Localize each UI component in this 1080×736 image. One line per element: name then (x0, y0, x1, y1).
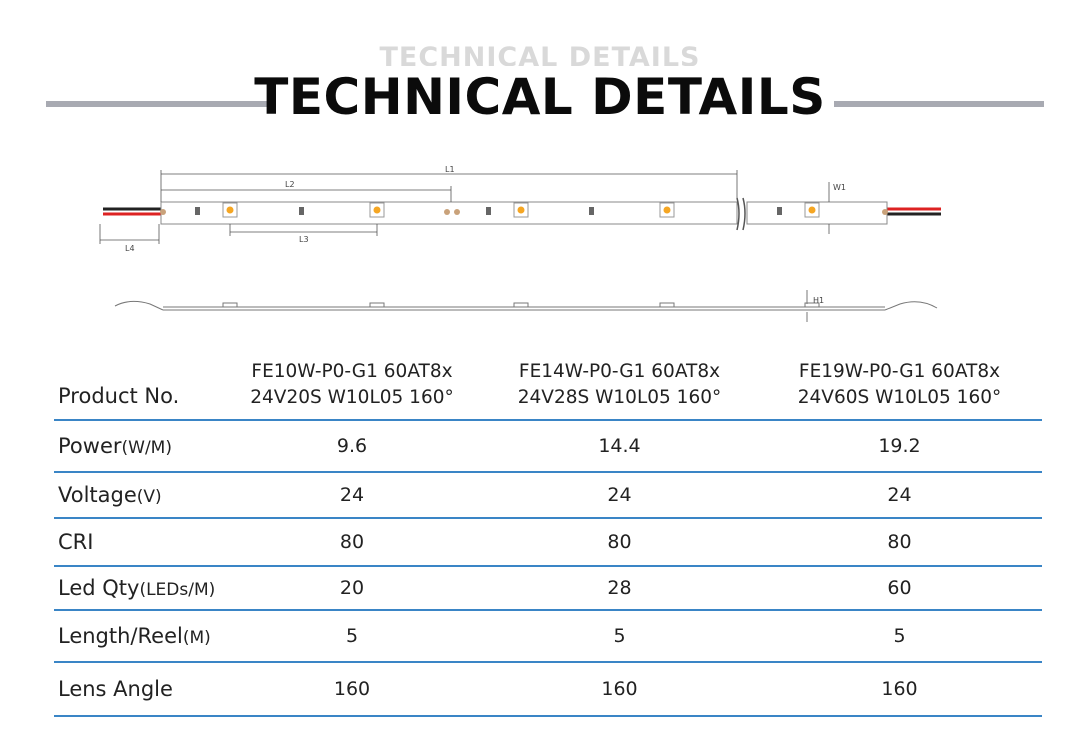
row-label-text: Length/Reel (58, 624, 183, 648)
right-wires (887, 207, 941, 216)
row-unit: (V) (136, 487, 162, 507)
row-label-text: CRI (58, 530, 94, 554)
model-3: FE19W-P0-G1 60AT8x 24V60S W10L05 160° (757, 350, 1042, 420)
resistor-marks (160, 207, 888, 215)
dim-l4 (99, 224, 160, 244)
spec-table: Product No. FE10W-P0-G1 60AT8x 24V20S W1… (54, 350, 1042, 717)
row-label-voltage: Voltage(V) (54, 472, 222, 518)
table-row: CRI 80 80 80 (54, 518, 1042, 566)
dim-label-h1: H1 (813, 296, 824, 305)
dim-l2 (161, 186, 452, 202)
model-2: FE14W-P0-G1 60AT8x 24V28S W10L05 160° (482, 350, 757, 420)
row-unit: (M) (182, 628, 211, 648)
table-row: Length/Reel(M) 5 5 5 (54, 610, 1042, 662)
model-3-line1: FE19W-P0-G1 60AT8x (798, 360, 1001, 382)
product-no-label: Product No. (58, 383, 180, 408)
dim-label-l2: L2 (285, 180, 295, 189)
row-label-cri: CRI (54, 518, 222, 566)
row-label-text: Lens Angle (58, 677, 173, 701)
row-label-length-reel: Length/Reel(M) (54, 610, 222, 662)
table-cell: 19.2 (878, 435, 921, 457)
model-1-line2: 24V20S W10L05 160° (250, 386, 454, 408)
table-header-row: Product No. FE10W-P0-G1 60AT8x 24V20S W1… (54, 350, 1042, 420)
table-cell: 80 (887, 531, 912, 553)
led-strip-dimension-drawing: L1 L2 L3 L4 W1 (95, 158, 975, 328)
table-row: Voltage(V) 24 24 24 (54, 472, 1042, 518)
title-rule-left (46, 101, 270, 107)
dim-label-l3: L3 (299, 235, 309, 244)
table-cell: 80 (607, 531, 632, 553)
table-cell: 5 (345, 625, 359, 647)
model-2-line2: 24V28S W10L05 160° (517, 386, 722, 408)
table-row: Power(W/M) 9.6 14.4 19.2 (54, 420, 1042, 472)
table-cell: 160 (601, 678, 638, 700)
table-row: Lens Angle 160 160 160 (54, 662, 1042, 716)
table-cell: 5 (613, 625, 626, 647)
row-label-led-qty: Led Qty(LEDs/M) (54, 566, 222, 610)
table-cell: 80 (339, 531, 365, 553)
model-3-line2: 24V60S W10L05 160° (797, 386, 1002, 408)
table-cell: 24 (607, 484, 632, 506)
page-title: TECHNICAL DETAILS (254, 68, 826, 126)
table-cell: 5 (893, 625, 906, 647)
row-label-power: Power(W/M) (54, 420, 222, 472)
model-1: FE10W-P0-G1 60AT8x 24V20S W10L05 160° (222, 350, 482, 420)
model-2-line1: FE14W-P0-G1 60AT8x (518, 360, 721, 382)
table-cell: 14.4 (598, 435, 641, 457)
dim-label-l1: L1 (445, 165, 455, 174)
row-label-lens-angle: Lens Angle (54, 662, 222, 716)
dim-l1 (160, 170, 738, 202)
row-unit: (W/M) (121, 438, 172, 458)
led-chips (222, 202, 820, 218)
table-cell: 28 (607, 577, 632, 599)
row-label-text: Power (58, 434, 122, 458)
left-wires (103, 207, 161, 216)
dim-label-l4: L4 (125, 244, 135, 253)
row-unit: (LEDs/M) (139, 580, 216, 600)
dim-l3 (229, 224, 378, 236)
row-label-text: Led Qty (58, 576, 140, 600)
table-cell: 24 (339, 484, 365, 506)
table-cell: 160 (881, 678, 918, 700)
table-cell: 20 (339, 577, 365, 599)
model-1-line1: FE10W-P0-G1 60AT8x (251, 360, 453, 382)
row-label-text: Voltage (58, 483, 137, 507)
table-row: Led Qty(LEDs/M) 20 28 60 (54, 566, 1042, 610)
table-cell: 60 (887, 577, 912, 599)
table-cell: 160 (333, 678, 371, 700)
table-cell: 9.6 (336, 435, 368, 457)
title-rule-right (834, 101, 1044, 107)
table-cell: 24 (887, 484, 912, 506)
side-profile (114, 290, 938, 322)
ghost-title: TECHNICAL DETAILS (379, 42, 701, 66)
dim-label-w1: W1 (833, 183, 846, 192)
